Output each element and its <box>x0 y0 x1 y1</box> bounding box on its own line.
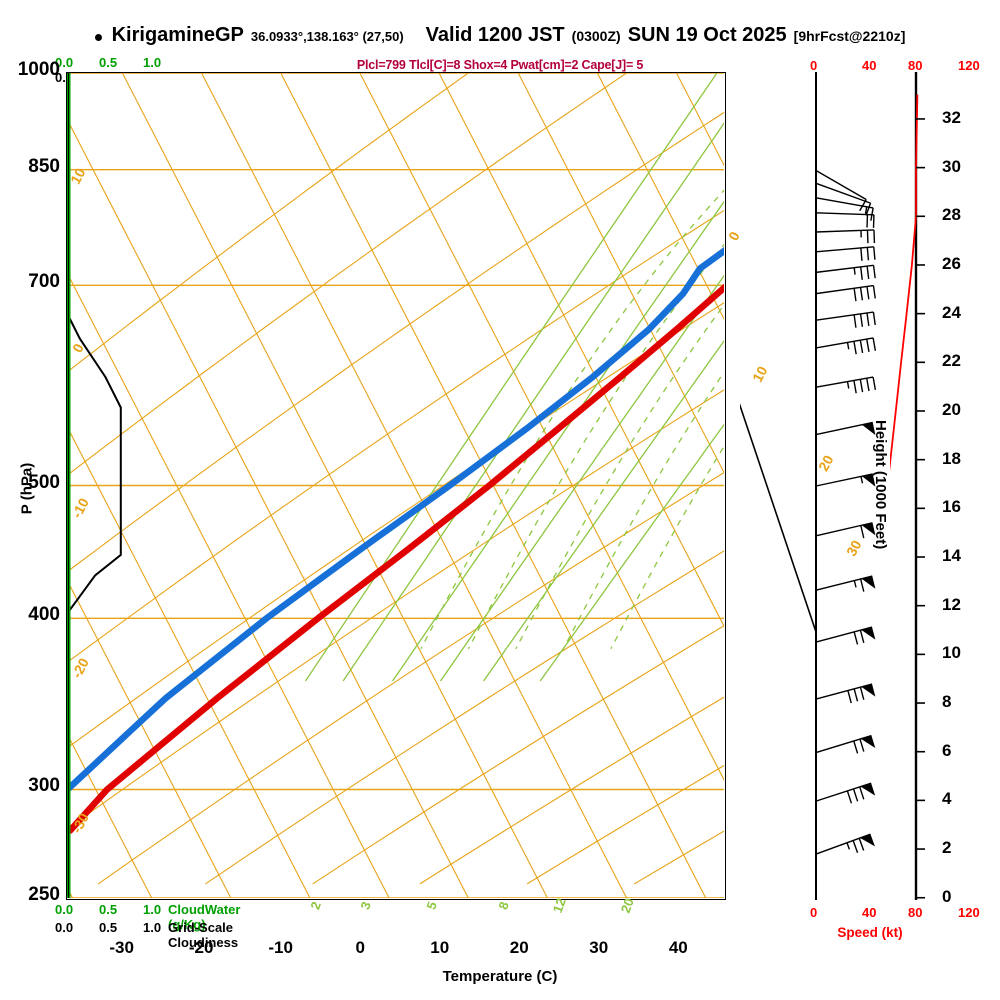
valid-date: SUN 19 Oct 2025 <box>627 24 787 46</box>
mixing-ratio-label-2: 2 <box>307 899 324 912</box>
temperature-tick-20: 20 <box>509 938 529 957</box>
height-tick-26: 26 <box>942 253 961 273</box>
height-tick-16: 16 <box>942 497 961 517</box>
top-cloudwater-tick-2: 1.0 <box>143 55 162 70</box>
pressure-tick-700: 700 <box>28 271 60 293</box>
speed-axis-title: Speed (kt) <box>837 925 903 940</box>
height-tick-2: 2 <box>942 838 952 858</box>
bottom-cloudwater-tick-0: 0.0 <box>55 902 74 917</box>
station-name: KirigamineGP <box>111 24 244 46</box>
height-speed-svg <box>858 72 925 900</box>
speed-tick-0-saxis-top: 0 <box>810 58 818 73</box>
sounding-stats: Plcl=799 Tlcl[C]=8 Shox=4 Pwat[cm]=2 Cap… <box>356 58 644 72</box>
height-tick-10: 10 <box>942 643 961 663</box>
bottom-cloudiness-tick-0: 0.0 <box>55 920 74 935</box>
speed-tick-0-saxis-bot: 0 <box>810 905 818 920</box>
bottom-cloudwater-tick-1: 0.5 <box>99 902 118 917</box>
height-tick-6: 6 <box>942 740 952 760</box>
pressure-tick-300: 300 <box>28 775 60 797</box>
height-tick-18: 18 <box>942 448 961 468</box>
forecast-stamp: [9hrFcst@2210z] <box>793 28 906 44</box>
height-tick-14: 14 <box>942 546 961 565</box>
bottom-cloudiness-tick-1: 0.5 <box>99 920 118 935</box>
bottom-cloudwater-label: CloudWater (g/Kg) <box>168 902 241 932</box>
valid-time-utc: (0300Z) <box>571 28 621 44</box>
height-tick-32: 32 <box>942 107 961 127</box>
speed-tick-40-saxis-bot: 40 <box>862 905 877 920</box>
pressure-axis-title: P (hPa) <box>18 462 36 515</box>
height-speed-panel <box>858 72 1000 900</box>
mixing-ratio-label-5: 5 <box>423 899 440 912</box>
speed-tick-120-saxis-bot: 120 <box>958 905 980 920</box>
wind-barb-panel <box>721 72 900 900</box>
height-tick-22: 22 <box>942 351 961 371</box>
mixing-ratio-label-8: 8 <box>495 899 512 912</box>
height-tick-20: 20 <box>942 399 961 419</box>
height-tick-4: 4 <box>942 789 952 809</box>
speed-tick-120-saxis-top: 120 <box>958 58 980 73</box>
pressure-tick-850: 850 <box>28 155 60 177</box>
temperature-tick-30: 30 <box>589 938 609 957</box>
speed-tick-80-saxis-top: 80 <box>908 58 923 73</box>
skewt-plot-svg <box>67 73 724 898</box>
mixing-ratio-label-3: 3 <box>357 899 374 912</box>
height-tick-8: 8 <box>942 692 952 712</box>
top-cloudwater-tick-0: 0.0 <box>55 55 74 70</box>
temperature-tick-10: 10 <box>430 938 450 957</box>
pressure-tick-500: 500 <box>28 471 60 493</box>
speed-tick-80-saxis-bot: 80 <box>908 905 923 920</box>
skewt-plot-area <box>66 72 726 900</box>
height-axis-title: Height (1000 Feet) <box>872 420 889 550</box>
height-tick-12: 12 <box>942 594 961 614</box>
valid-time: Valid 1200 JST <box>425 24 565 46</box>
pressure-tick-400: 400 <box>28 604 60 626</box>
height-tick-0: 0 <box>942 886 952 906</box>
header: KirigamineGP 36.0933°,138.163° (27,50) V… <box>0 24 1000 54</box>
station-dot-icon <box>94 34 102 41</box>
height-tick-30: 30 <box>942 156 961 176</box>
pressure-tick-1000: 1000 <box>17 59 60 80</box>
height-tick-24: 24 <box>942 302 961 322</box>
station-coordinates: 36.0933°,138.163° (27,50) <box>250 29 404 44</box>
temperature-tick--10: -10 <box>268 938 293 957</box>
temperature-tick-0: 0 <box>355 938 365 957</box>
temperature-tick--30: -30 <box>109 938 134 957</box>
height-tick-28: 28 <box>942 205 961 225</box>
top-cloudwater-tick-1: 0.5 <box>99 55 118 70</box>
pressure-tick-250: 250 <box>28 884 60 905</box>
temperature-tick--20: -20 <box>188 938 214 957</box>
bottom-cloudiness-label: Grid-Scale Cloudiness <box>168 920 239 950</box>
temperature-tick-40: 40 <box>668 938 688 957</box>
speed-tick-40-saxis-top: 40 <box>862 58 877 73</box>
bottom-cloudiness-tick-2: 1.0 <box>143 920 162 935</box>
temperature-axis-title: Temperature (C) <box>442 968 558 985</box>
wind-barb-svg <box>721 72 877 900</box>
bottom-cloudwater-tick-2: 1.0 <box>143 902 162 917</box>
